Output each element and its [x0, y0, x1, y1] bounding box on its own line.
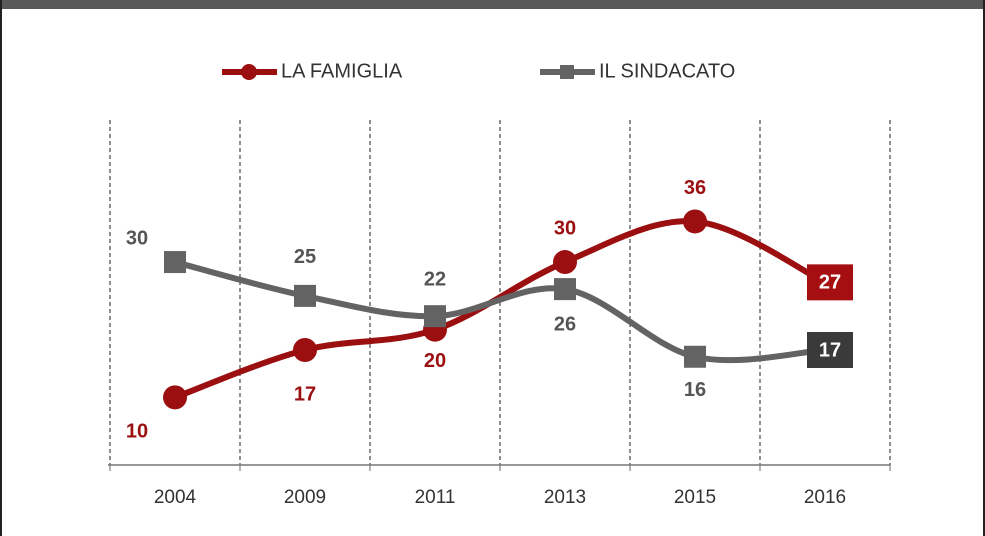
- data-label: 25: [294, 246, 316, 268]
- data-label: 36: [684, 177, 706, 199]
- legend-marker: [560, 65, 574, 79]
- point: [164, 251, 186, 274]
- data-label: 22: [424, 268, 446, 290]
- point: [683, 209, 707, 234]
- data-label: 30: [554, 217, 576, 239]
- data-label: 17: [294, 383, 316, 405]
- data-label: 17: [819, 339, 841, 361]
- point: [293, 338, 317, 362]
- data-label: 10: [126, 421, 148, 443]
- x-tick-label: 2013: [544, 487, 586, 508]
- data-label: 26: [554, 313, 576, 335]
- legend-marker: [241, 64, 257, 80]
- x-tick-label: 2009: [284, 487, 326, 508]
- data-label: 30: [126, 227, 148, 249]
- legend-label: LA FAMIGLIA: [281, 60, 403, 82]
- point: [684, 345, 706, 368]
- point: [553, 250, 577, 275]
- top-bar: [0, 0, 985, 9]
- data-label: 27: [819, 272, 841, 294]
- point: [163, 385, 187, 410]
- value-box: [807, 332, 853, 368]
- point: [294, 284, 316, 307]
- value-box: [807, 264, 853, 301]
- x-tick-label: 2011: [415, 487, 456, 508]
- x-tick-label: 2016: [804, 487, 846, 508]
- x-tick-label: 2015: [674, 487, 716, 508]
- x-tick-label: 2004: [154, 487, 197, 508]
- point: [424, 305, 446, 328]
- series-line: [174, 259, 826, 364]
- data-label: 16: [684, 379, 706, 401]
- point: [554, 278, 576, 301]
- legend-label: IL SINDACATO: [599, 60, 735, 82]
- data-label: 20: [424, 350, 446, 372]
